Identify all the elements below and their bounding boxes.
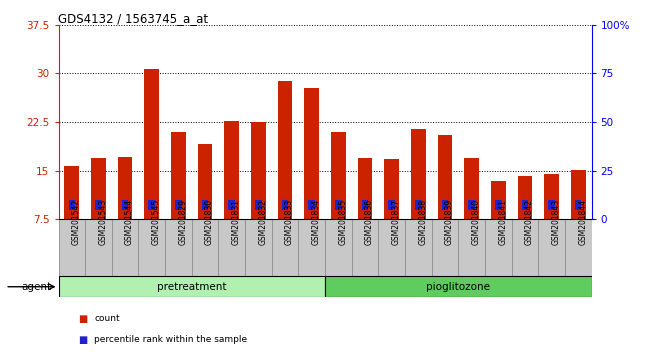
Bar (441, 200, 448, 210)
Bar (378, 219, 405, 276)
Bar (58, 276, 325, 297)
Bar (361, 200, 369, 210)
Bar (224, 121, 239, 219)
Bar (512, 219, 538, 276)
Bar (468, 200, 475, 210)
Text: GSM201829: GSM201829 (178, 199, 187, 245)
Text: GDS4132 / 1563745_a_at: GDS4132 / 1563745_a_at (58, 12, 209, 25)
Bar (388, 200, 395, 210)
Bar (575, 200, 582, 210)
Bar (358, 158, 372, 219)
Bar (325, 219, 352, 276)
Bar (122, 200, 129, 210)
Bar (521, 200, 528, 210)
Text: GSM201545: GSM201545 (152, 199, 161, 245)
Bar (95, 200, 102, 210)
Text: GSM201832: GSM201832 (259, 199, 267, 245)
Bar (538, 219, 565, 276)
Text: GSM201543: GSM201543 (99, 199, 107, 245)
Text: count: count (94, 314, 120, 323)
Bar (384, 159, 399, 219)
Bar (144, 69, 159, 219)
Bar (202, 200, 209, 210)
Bar (255, 200, 262, 210)
Bar (325, 276, 592, 297)
Bar (68, 200, 75, 210)
Bar (148, 200, 155, 210)
Text: GSM201835: GSM201835 (338, 199, 347, 245)
Text: GSM201834: GSM201834 (312, 199, 320, 245)
Text: GSM201843: GSM201843 (552, 199, 560, 245)
Text: GSM201544: GSM201544 (125, 199, 134, 245)
Bar (58, 219, 85, 276)
Bar (272, 219, 298, 276)
Text: GSM201830: GSM201830 (205, 199, 214, 245)
Bar (304, 88, 319, 219)
Text: percentile rank within the sample: percentile rank within the sample (94, 335, 248, 344)
Text: GSM201542: GSM201542 (72, 199, 81, 245)
Bar (491, 181, 506, 219)
Bar (571, 170, 586, 219)
Bar (251, 122, 266, 219)
Bar (565, 219, 592, 276)
Text: pretreatment: pretreatment (157, 282, 226, 292)
Bar (432, 219, 458, 276)
Bar (464, 158, 479, 219)
Text: GSM201839: GSM201839 (445, 199, 454, 245)
Text: GSM201838: GSM201838 (419, 199, 427, 245)
Text: agent: agent (22, 282, 52, 292)
Bar (192, 219, 218, 276)
Bar (138, 219, 165, 276)
Bar (437, 135, 452, 219)
Text: GSM201836: GSM201836 (365, 199, 374, 245)
Bar (331, 132, 346, 219)
Text: GSM201840: GSM201840 (472, 199, 480, 245)
Bar (165, 219, 192, 276)
Bar (411, 129, 426, 219)
Text: GSM201841: GSM201841 (499, 199, 507, 245)
Bar (175, 200, 182, 210)
Bar (352, 219, 378, 276)
Bar (91, 158, 106, 219)
Bar (112, 219, 138, 276)
Bar (308, 200, 315, 210)
Bar (278, 81, 292, 219)
Text: GSM201844: GSM201844 (578, 199, 587, 245)
Bar (405, 219, 432, 276)
Bar (335, 200, 342, 210)
Bar (171, 132, 186, 219)
Bar (415, 200, 422, 210)
Text: GSM201833: GSM201833 (285, 199, 294, 245)
Text: GSM201831: GSM201831 (232, 199, 240, 245)
Bar (298, 219, 325, 276)
Bar (548, 200, 555, 210)
Bar (544, 174, 559, 219)
Bar (485, 219, 512, 276)
Bar (198, 144, 213, 219)
Text: ■: ■ (78, 335, 87, 345)
Bar (281, 200, 289, 210)
Text: pioglitozone: pioglitozone (426, 282, 490, 292)
Bar (118, 156, 133, 219)
Bar (85, 219, 112, 276)
Bar (228, 200, 235, 210)
Text: ■: ■ (78, 314, 87, 324)
Bar (458, 219, 485, 276)
Bar (245, 219, 272, 276)
Bar (495, 200, 502, 210)
Text: GSM201837: GSM201837 (391, 199, 400, 245)
Bar (64, 166, 79, 219)
Bar (517, 176, 532, 219)
Text: GSM201842: GSM201842 (525, 199, 534, 245)
Bar (218, 219, 245, 276)
